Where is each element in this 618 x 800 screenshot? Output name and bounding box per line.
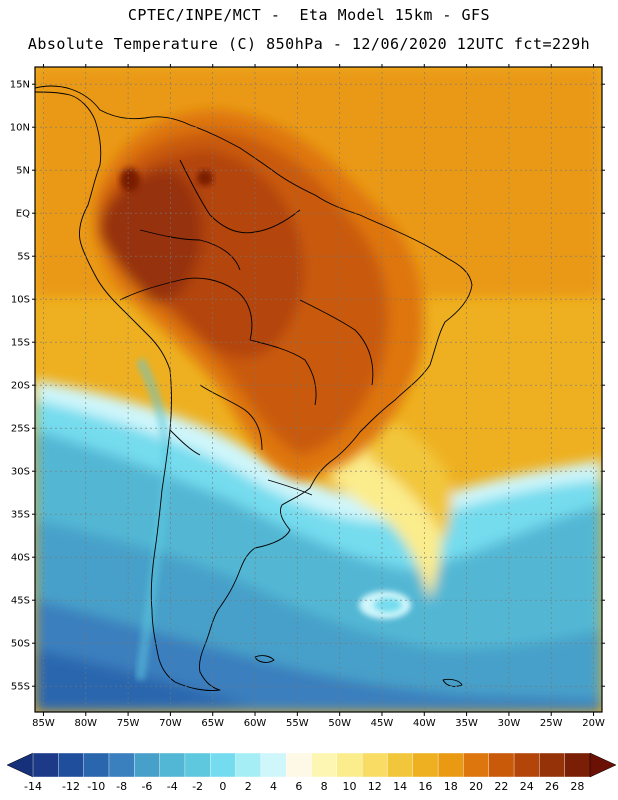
x-tick-label: 85W [32, 718, 55, 729]
longitude-axis: 85W 80W 75W 70W 65W 60W 55W 50W 45W 40W 35W 30W 25W 2… [32, 64, 605, 729]
coastlines [35, 85, 473, 691]
colorbar-under-triangle [6, 752, 34, 778]
x-tick-label: 45W [371, 718, 394, 729]
colorbar-swatch [83, 752, 110, 778]
colorbar-swatch [564, 752, 591, 778]
colorbar-label: -6 [141, 780, 152, 793]
colorbar-label: 18 [444, 780, 458, 793]
y-tick-label: 55S [11, 682, 30, 693]
colorbar-swatch [285, 752, 313, 778]
colorbar-label: 0 [219, 780, 226, 793]
colorbar-label: -10 [87, 780, 105, 793]
colorbar-swatch [58, 752, 85, 778]
colorbar-label: 24 [520, 780, 534, 793]
colorbar-label: -2 [192, 780, 203, 793]
colorbar-swatch [463, 752, 490, 778]
colorbar-swatch [336, 752, 363, 778]
colorbar-label: -14 [24, 780, 42, 793]
x-tick-label: 20W [582, 718, 605, 729]
y-tick-label: 10N [10, 123, 30, 134]
x-tick-label: 70W [159, 718, 182, 729]
colorbar-swatch [539, 752, 566, 778]
x-tick-label: 40W [413, 718, 436, 729]
colorbar-swatch [513, 752, 540, 778]
map-frame [34, 66, 603, 713]
colorbar-label: 16 [418, 780, 432, 793]
colorbar-swatch [412, 752, 439, 778]
x-tick-label: 50W [328, 718, 351, 729]
x-tick-label: 75W [117, 718, 140, 729]
colorbar-swatch [32, 752, 59, 778]
y-tick-label: 45S [11, 596, 30, 607]
x-tick-label: 55W [286, 718, 309, 729]
x-tick-label: 60W [244, 718, 267, 729]
x-tick-label: 30W [498, 718, 521, 729]
colorbar-label: 2 [245, 780, 252, 793]
temperature-field [35, 67, 602, 712]
y-tick-label: 30S [11, 467, 30, 478]
colorbar-swatch [260, 752, 287, 778]
colorbar-over-triangle [589, 752, 617, 778]
y-tick-label: 5N [16, 166, 30, 177]
x-tick-label: 25W [540, 718, 563, 729]
y-tick-label: 10S [11, 295, 30, 306]
colorbar-label: 8 [321, 780, 328, 793]
colorbar-label: -4 [167, 780, 178, 793]
y-tick-label: 35S [11, 510, 30, 521]
colorbar-label: 6 [295, 780, 302, 793]
colorbar-swatch [108, 752, 135, 778]
colorbar-swatch [437, 752, 464, 778]
y-tick-label: EQ [16, 209, 30, 220]
colorbar-label: 12 [368, 780, 382, 793]
colorbar-label: 20 [469, 780, 483, 793]
y-tick-label: 15N [10, 80, 30, 91]
y-tick-label: 25S [11, 424, 30, 435]
colorbar-label: 10 [342, 780, 356, 793]
header-title-source: CPTEC/INPE/MCT - Eta Model 15km - GFS [127, 6, 491, 24]
header-title-field: Absolute Temperature (C) 850hPa - 12/06/… [27, 35, 591, 53]
colorbar-swatch [210, 752, 237, 778]
colorbar-swatch [361, 752, 388, 778]
x-tick-label: 35W [455, 718, 478, 729]
colorbar-swatch [159, 752, 186, 778]
colorbar-label: 28 [570, 780, 584, 793]
y-tick-label: 50S [11, 639, 30, 650]
colorbar-swatch [134, 752, 161, 778]
colorbar-label: -8 [116, 780, 127, 793]
colorbar-label: -12 [62, 780, 80, 793]
colorbar-label: 22 [494, 780, 508, 793]
colorbar: -14 -12 -10 -8 -6 -4 -2 0 2 4 6 8 10 12 14 16 18 20 22 24 26… [6, 752, 617, 793]
y-tick-label: 5S [17, 252, 30, 263]
colorbar-label: 4 [270, 780, 277, 793]
y-tick-label: 15S [11, 338, 30, 349]
colorbar-swatch [311, 752, 338, 778]
x-tick-label: 65W [201, 718, 224, 729]
latitude-axis: 15N 10N 5N EQ 5S 10S 15S 20S 25S 30S 35S 40S 45S 50S 5… [10, 80, 605, 693]
colorbar-label: 14 [393, 780, 407, 793]
colorbar-swatch [235, 752, 262, 778]
colorbar-swatch [184, 752, 211, 778]
colorbar-swatch [387, 752, 414, 778]
y-tick-label: 40S [11, 553, 30, 564]
colorbar-label: 26 [545, 780, 559, 793]
y-tick-label: 20S [11, 381, 30, 392]
colorbar-swatch [488, 752, 515, 778]
x-tick-label: 80W [74, 718, 97, 729]
